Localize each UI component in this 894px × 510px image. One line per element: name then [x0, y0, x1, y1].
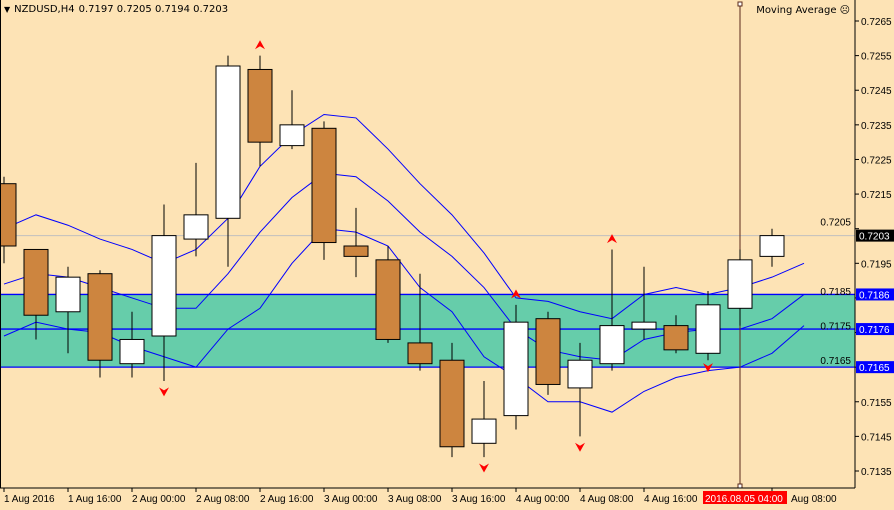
x-tick-label: 3 Aug 08:00: [388, 494, 442, 505]
fractal-arrow-down-icon: [575, 442, 585, 452]
x-tick-label: 3 Aug 00:00: [324, 494, 378, 505]
level-price-label: 0.7165: [859, 363, 890, 374]
frown-face-icon: ☹: [839, 5, 850, 16]
candle-body: [343, 245, 369, 257]
candle-body: [375, 259, 401, 340]
candle-body: [599, 325, 625, 365]
candle-body: [183, 214, 209, 240]
y-tick-label: 0.7215: [861, 190, 892, 201]
x-tick-label: 4 Aug 08:00: [580, 494, 634, 505]
fractal-arrow-up-icon: [255, 40, 265, 50]
fractal-arrow-up-icon: [607, 234, 617, 244]
y-tick-label: 0.7135: [861, 467, 892, 478]
triangle-down-icon[interactable]: ▼: [4, 5, 11, 14]
y-tick-label: 0.7225: [861, 155, 892, 166]
level-price-tag: [856, 361, 894, 374]
x-tick-label: 4 Aug 16:00: [644, 494, 698, 505]
y-tick-label: 0.7235: [861, 121, 892, 132]
crosshair-handle: [737, 483, 743, 489]
y-tick-label: 0.7175: [820, 322, 851, 333]
current-price-tag: [856, 229, 894, 242]
candle-body: [55, 276, 81, 313]
y-tick-label: 0.7155: [861, 398, 892, 409]
moving-average-line: [3, 113, 805, 320]
candle-body: [279, 124, 305, 147]
fractal-arrow-up-icon: [511, 289, 521, 299]
candle-body: [119, 338, 145, 365]
candle-body: [631, 321, 657, 330]
level-price-label: 0.7186: [859, 290, 890, 301]
x-tick-label: 4 Aug 00:00: [516, 494, 570, 505]
y-tick-label: 0.7265: [861, 17, 892, 28]
y-tick-label: 0.7255: [861, 52, 892, 63]
level-price-tag: [856, 323, 894, 336]
candle-body: [311, 127, 337, 244]
x-tick-label: 2 Aug 16:00: [260, 494, 314, 505]
candle-body: [535, 318, 561, 385]
candle-body: [663, 325, 689, 351]
y-tick-label: 0.7205: [820, 218, 851, 229]
candle-body: [247, 68, 273, 143]
candle-body: [23, 248, 49, 316]
symbol-label: NZDUSD,H4: [14, 4, 75, 15]
x-tick-label: 2 Aug 00:00: [132, 494, 186, 505]
y-tick-label: 0.7195: [861, 259, 892, 270]
crosshair-time-tag: [703, 491, 787, 504]
candle-body: [407, 342, 433, 365]
y-tick-label: 0.7165: [820, 356, 851, 367]
candle-body: [695, 304, 721, 354]
indicator-label[interactable]: Moving Average ☹: [756, 5, 850, 16]
candle-body: [0, 183, 17, 247]
candle-body: [151, 235, 177, 337]
fractal-arrow-down-icon: [703, 363, 713, 373]
candle-body: [439, 359, 465, 448]
fractal-arrow-down-icon: [479, 463, 489, 473]
candle-body: [567, 359, 593, 389]
chart-header: ▼ NZDUSD,H4 0.7197 0.7205 0.7194 0.7203: [4, 4, 228, 15]
y-tick-label: 0.7185: [820, 287, 851, 298]
x-tick-label: Aug 08:00: [791, 494, 837, 505]
ohlc-values: 0.7197 0.7205 0.7194 0.7203: [78, 4, 229, 15]
candle-body: [759, 235, 785, 257]
crosshair-time-label: 2016.08.05 04:00: [705, 494, 783, 505]
candle-body: [87, 273, 113, 361]
fractal-arrow-down-icon: [159, 387, 169, 397]
candle-body: [471, 418, 497, 444]
crosshair-handle: [737, 1, 743, 7]
x-tick-label: 1 Aug 2016: [4, 494, 55, 505]
x-tick-label: 2 Aug 08:00: [196, 494, 250, 505]
current-price-label: 0.7203: [859, 232, 890, 243]
candle-body: [727, 259, 753, 309]
indicator-name: Moving Average: [756, 5, 837, 16]
level-price-tag: [856, 288, 894, 301]
candle-body: [503, 321, 529, 417]
level-price-label: 0.7176: [859, 325, 890, 336]
x-tick-label: 1 Aug 16:00: [68, 494, 122, 505]
candle-body: [215, 65, 241, 219]
y-tick-label: 0.7145: [861, 432, 892, 443]
y-tick-label: 0.7245: [861, 86, 892, 97]
x-tick-label: 3 Aug 16:00: [452, 494, 506, 505]
